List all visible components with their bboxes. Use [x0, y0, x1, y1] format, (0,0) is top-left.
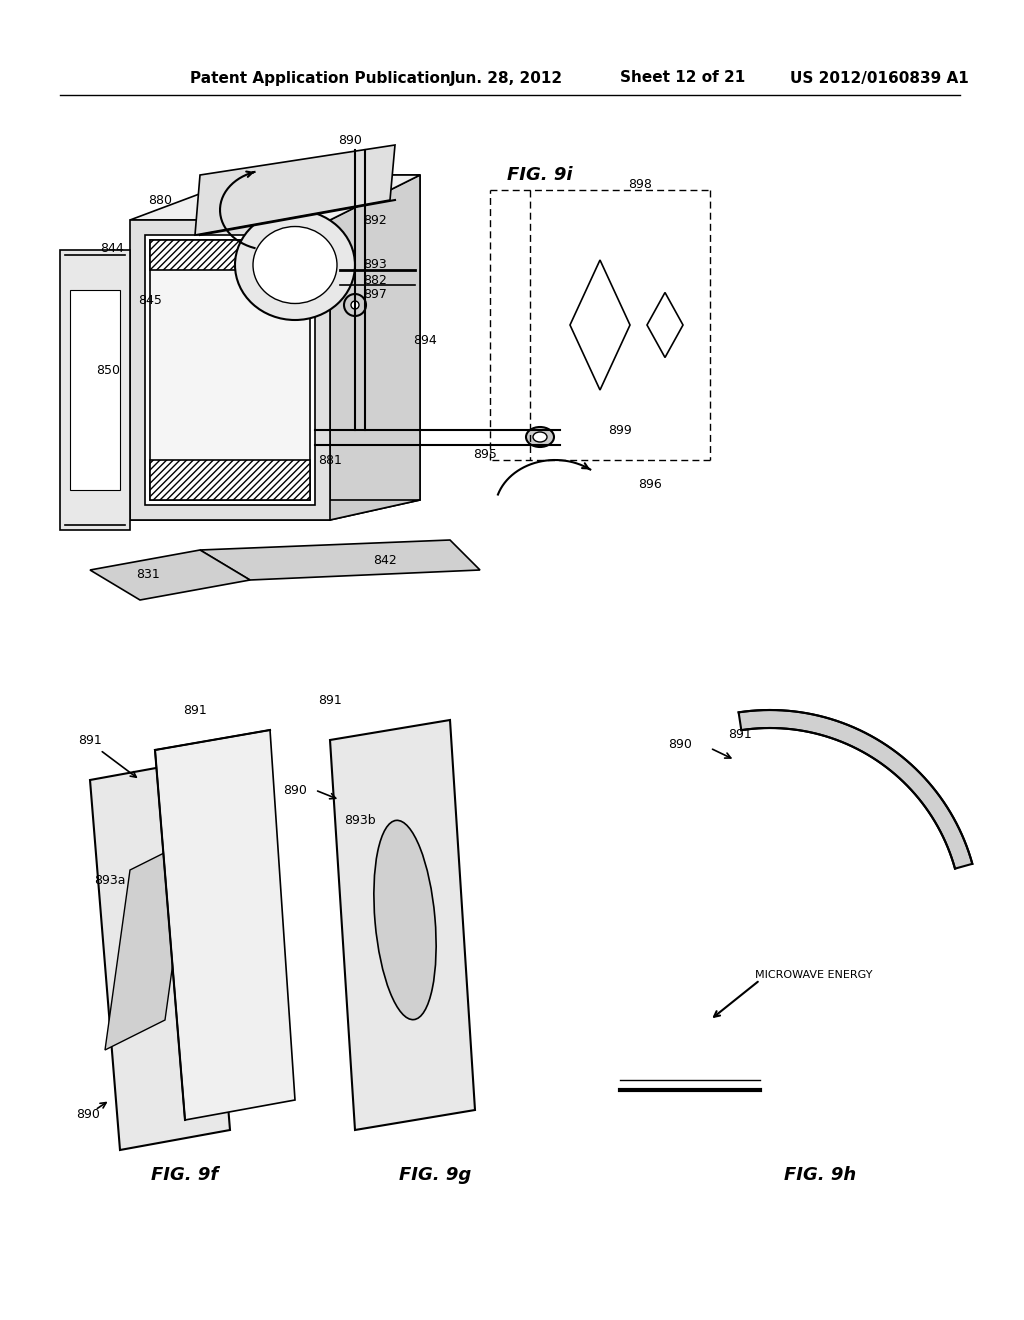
- Polygon shape: [647, 293, 683, 358]
- Text: 893: 893: [364, 259, 387, 272]
- Polygon shape: [150, 240, 310, 500]
- Polygon shape: [90, 550, 250, 601]
- Polygon shape: [738, 710, 973, 869]
- Text: 882: 882: [364, 273, 387, 286]
- Text: 898: 898: [628, 178, 652, 191]
- Text: 881: 881: [318, 454, 342, 466]
- Ellipse shape: [234, 210, 355, 319]
- Text: 891: 891: [318, 693, 342, 706]
- Bar: [150, 459, 310, 500]
- Text: 842: 842: [373, 553, 397, 566]
- Text: 894: 894: [413, 334, 437, 346]
- Text: Sheet 12 of 21: Sheet 12 of 21: [620, 70, 745, 86]
- Text: 892: 892: [364, 214, 387, 227]
- Polygon shape: [145, 235, 315, 506]
- Text: 890: 890: [668, 738, 692, 751]
- Polygon shape: [155, 730, 295, 1119]
- Bar: [150, 240, 310, 271]
- Polygon shape: [105, 840, 190, 1049]
- Text: 880: 880: [148, 194, 172, 206]
- Text: 890: 890: [76, 1109, 100, 1122]
- Polygon shape: [200, 540, 480, 579]
- Text: 850: 850: [96, 363, 120, 376]
- Text: 891: 891: [78, 734, 101, 747]
- Ellipse shape: [351, 301, 359, 309]
- Polygon shape: [330, 719, 475, 1130]
- Polygon shape: [195, 145, 395, 235]
- Text: FIG. 9g: FIG. 9g: [399, 1166, 471, 1184]
- Text: 891: 891: [183, 704, 207, 717]
- Ellipse shape: [344, 294, 366, 315]
- Polygon shape: [570, 260, 630, 389]
- Text: 890: 890: [338, 133, 361, 147]
- Text: 893a: 893a: [94, 874, 126, 887]
- Text: 845: 845: [138, 293, 162, 306]
- Text: US 2012/0160839 A1: US 2012/0160839 A1: [790, 70, 969, 86]
- Polygon shape: [130, 220, 330, 520]
- Text: 896: 896: [638, 479, 662, 491]
- Ellipse shape: [253, 227, 337, 304]
- Text: 891: 891: [728, 729, 752, 742]
- Text: MICROWAVE ENERGY: MICROWAVE ENERGY: [755, 970, 872, 979]
- Text: 895: 895: [473, 449, 497, 462]
- Polygon shape: [130, 176, 420, 220]
- Polygon shape: [70, 290, 120, 490]
- Ellipse shape: [374, 820, 436, 1019]
- Text: FIG. 9h: FIG. 9h: [784, 1166, 856, 1184]
- Polygon shape: [330, 176, 420, 520]
- Text: Patent Application Publication: Patent Application Publication: [190, 70, 451, 86]
- Text: FIG. 9f: FIG. 9f: [152, 1166, 219, 1184]
- Text: 844: 844: [100, 242, 124, 255]
- Text: 897: 897: [364, 289, 387, 301]
- Polygon shape: [90, 760, 230, 1150]
- Polygon shape: [250, 176, 420, 500]
- Polygon shape: [60, 249, 130, 531]
- Ellipse shape: [526, 426, 554, 447]
- Ellipse shape: [534, 432, 547, 442]
- Text: 899: 899: [608, 424, 632, 437]
- Text: 893b: 893b: [344, 813, 376, 826]
- Text: 831: 831: [136, 569, 160, 582]
- Text: Jun. 28, 2012: Jun. 28, 2012: [450, 70, 563, 86]
- Polygon shape: [130, 500, 420, 520]
- Text: 890: 890: [283, 784, 307, 796]
- Text: FIG. 9i: FIG. 9i: [507, 166, 572, 183]
